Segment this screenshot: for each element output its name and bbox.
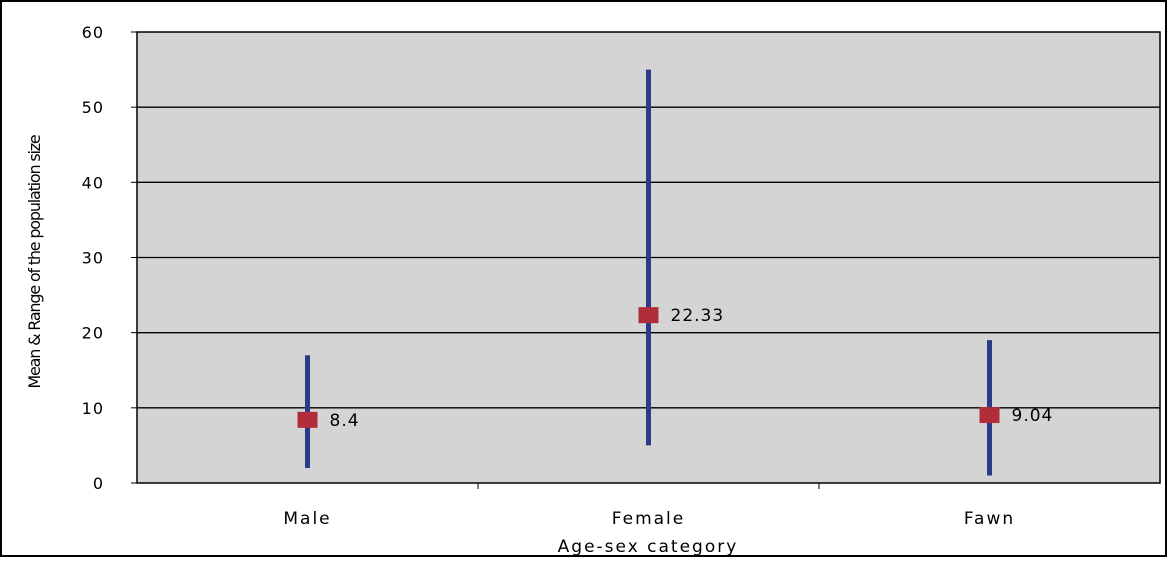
x-tick-label: Fawn	[964, 509, 1015, 529]
y-tick-label: 10	[82, 399, 104, 418]
y-axis-label: Mean & Range of the population size	[25, 135, 44, 388]
data-marks: 8.4 22.33 9.04	[297, 69, 1054, 476]
x-tick-labels: Male Female Fawn	[283, 509, 1015, 529]
data-label: 8.4	[330, 411, 360, 431]
y-tick-labels: 0 10 20 30 40 50 60	[82, 23, 104, 493]
y-tick-label: 60	[82, 23, 104, 42]
mean-marker	[979, 407, 1000, 424]
x-axis-label: Age-sex category	[558, 537, 739, 557]
mean-marker	[297, 411, 318, 428]
data-label: 9.04	[1012, 406, 1054, 426]
y-tick-label: 50	[82, 98, 104, 117]
y-tick-label: 20	[82, 324, 104, 343]
y-tick-label: 0	[93, 474, 104, 493]
x-tick-label: Male	[283, 509, 331, 529]
x-tick-label: Female	[612, 509, 685, 529]
mean-marker	[638, 307, 659, 324]
y-tick-label: 40	[82, 173, 104, 192]
data-label: 22.33	[671, 306, 725, 326]
y-tick-label: 30	[82, 249, 104, 268]
